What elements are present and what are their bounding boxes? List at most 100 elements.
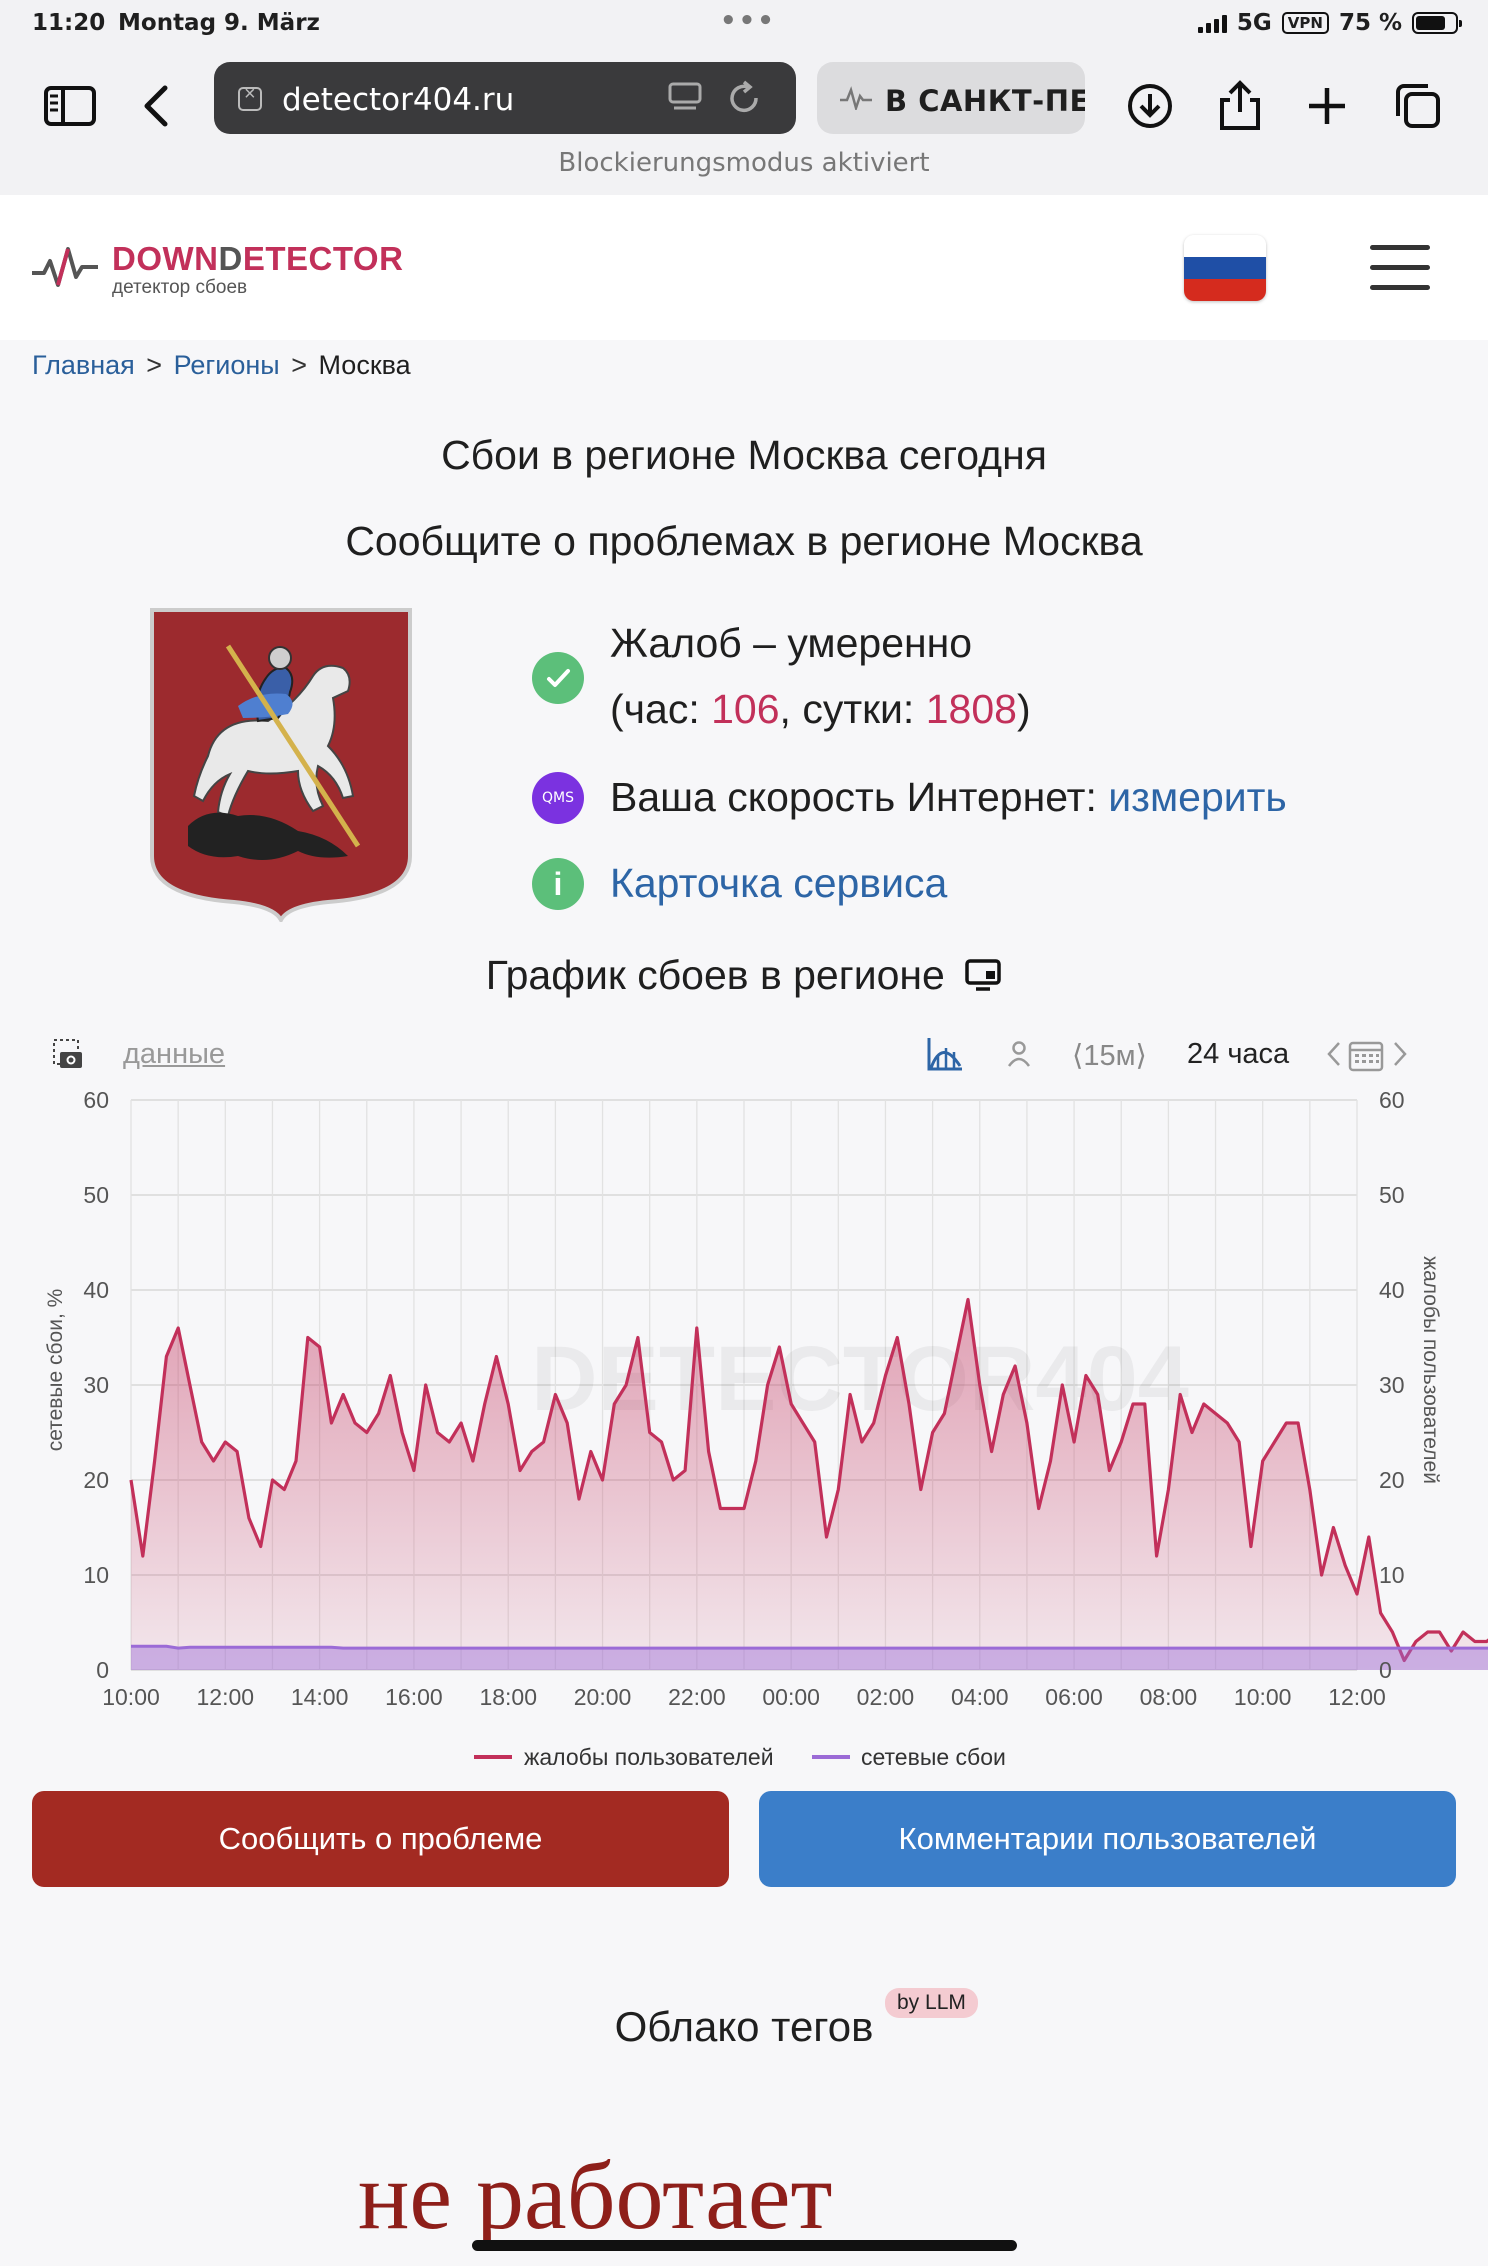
checkmark-icon [532, 652, 584, 704]
breadcrumb-separator: > [146, 350, 163, 380]
share-icon[interactable] [1210, 76, 1270, 136]
x-tick-label: 12:00 [197, 1684, 255, 1710]
y-tick-left: 50 [83, 1182, 109, 1208]
data-link[interactable]: данные [123, 1038, 226, 1070]
reload-icon[interactable] [726, 80, 762, 121]
interval-selector[interactable]: ⟨15м⟩ [1072, 1040, 1147, 1072]
moscow-coat-of-arms-icon [148, 606, 414, 925]
legend-complaints-label[interactable]: жалобы пользователей [524, 1744, 774, 1770]
x-tick-label: 16:00 [385, 1684, 443, 1710]
y-tick-right: 30 [1379, 1372, 1405, 1398]
info-icon: i [532, 858, 584, 910]
status-date: Montag 9. März [118, 10, 320, 36]
breadcrumb: Главная > Регионы > Москва [32, 350, 411, 381]
legend-network-label[interactable]: сетевые сбои [861, 1744, 1006, 1770]
x-tick-label: 06:00 [1045, 1684, 1103, 1710]
vpn-badge: VPN [1281, 12, 1329, 34]
multitasking-dots-icon[interactable]: ••• [720, 6, 776, 36]
logo-d: D [218, 240, 243, 277]
y-axis-left-label: сетевые сбои, % [44, 1289, 67, 1452]
y-tick-right: 20 [1379, 1467, 1405, 1493]
tag-cloud-title: Облако тегов [614, 2003, 874, 2050]
status-bar: 11:20 Montag 9. März ••• 5G VPN 75 % [0, 0, 1488, 50]
chart-type-icon[interactable] [926, 1036, 964, 1080]
plus-icon[interactable] [1297, 76, 1357, 136]
breadcrumb-regions[interactable]: Регионы [173, 350, 280, 380]
y-tick-right: 40 [1379, 1277, 1405, 1303]
download-icon[interactable] [1120, 76, 1180, 136]
service-card-link[interactable]: Карточка сервиса [610, 860, 948, 906]
day-label: , сутки: [779, 686, 926, 732]
close-paren: ) [1016, 686, 1031, 732]
y-tick-right: 60 [1379, 1087, 1405, 1113]
breadcrumb-current: Москва [318, 350, 411, 380]
complaints-area [131, 1299, 1488, 1670]
calendar-icon[interactable] [1348, 1038, 1384, 1080]
breadcrumb-home[interactable]: Главная [32, 350, 135, 380]
flag-stripe-white [1184, 235, 1266, 257]
y-tick-left: 40 [83, 1277, 109, 1303]
logo-title[interactable]: DOWNDETECTOR [112, 240, 403, 278]
chart-title: График сбоев в регионе [0, 952, 1488, 1002]
sidebar-icon[interactable] [40, 76, 100, 136]
x-tick-label: 10:00 [1234, 1684, 1292, 1710]
next-period-icon[interactable] [1392, 1040, 1408, 1076]
x-tick-label: 18:00 [479, 1684, 537, 1710]
status-time: 11:20 [32, 10, 106, 36]
russia-flag-icon[interactable] [1184, 235, 1266, 301]
report-problem-button[interactable]: Сообщить о проблеме [32, 1791, 729, 1887]
tab-favicon-icon [839, 86, 873, 115]
y-tick-right: 0 [1379, 1657, 1392, 1683]
user-comments-button[interactable]: Комментарии пользователей [759, 1791, 1456, 1887]
complaints-line [129, 1297, 1488, 1663]
battery-fill [1416, 16, 1445, 30]
day-value: 1808 [925, 686, 1017, 732]
logo-subtitle: детектор сбоев [112, 277, 248, 298]
speed-measure-link[interactable]: измерить [1108, 774, 1287, 820]
tag-cloud-word[interactable]: не работает [358, 2142, 833, 2249]
x-tick-label: 14:00 [291, 1684, 349, 1710]
y-tick-left: 20 [83, 1467, 109, 1493]
chart-title-text: График сбоев в регионе [485, 952, 945, 998]
monitor-icon[interactable] [964, 955, 1002, 1002]
back-icon[interactable] [126, 76, 186, 136]
speed-label: Ваша скорость Интернет: [610, 774, 1109, 820]
blocking-mode-notice: Blockierungsmodus aktiviert [558, 148, 930, 178]
speed-row: Ваша скорость Интернет: измерить [610, 774, 1287, 821]
y-tick-left: 60 [83, 1087, 109, 1113]
logo-pulse-icon[interactable] [30, 245, 100, 294]
y-ticks-left: 0 10 20 30 40 50 60 [83, 1087, 109, 1683]
x-tick-label: 04:00 [951, 1684, 1009, 1710]
network-outages-area [131, 1646, 1488, 1670]
prev-period-icon[interactable] [1326, 1040, 1342, 1076]
site-header: DOWNDETECTOR детектор сбоев [0, 195, 1488, 340]
x-tick-label: 22:00 [668, 1684, 726, 1710]
range-selector[interactable]: 24 часа [1187, 1038, 1290, 1070]
y-tick-left: 10 [83, 1562, 109, 1588]
flag-stripe-red [1184, 279, 1266, 301]
menu-icon[interactable] [1370, 245, 1430, 291]
y-ticks-right: 0 10 20 30 40 50 60 [1379, 1087, 1405, 1683]
tab-second[interactable]: В САНКТ-ПЕТ [817, 62, 1085, 134]
home-indicator[interactable] [472, 2240, 1017, 2251]
battery-icon [1412, 12, 1462, 34]
tabs-icon[interactable] [1388, 76, 1448, 136]
address-bar[interactable]: detector404.ru [214, 62, 796, 134]
y-tick-right: 50 [1379, 1182, 1405, 1208]
x-tick-label: 10:00 [102, 1684, 160, 1710]
camera-icon[interactable] [52, 1038, 86, 1080]
complaints-counts: (час: 106, сутки: 1808) [610, 686, 1031, 733]
y-axis-right-label: жалобы пользователей [1419, 1256, 1442, 1484]
cellular-signal-icon [1197, 13, 1227, 33]
page-subtitle: Сообщите о проблемах в регионе Москва [345, 518, 1143, 564]
x-tick-label: 08:00 [1140, 1684, 1198, 1710]
user-icon[interactable] [1006, 1040, 1032, 1076]
chart-legend: жалобы пользователей сетевые сбои [474, 1744, 1006, 1770]
url-text: detector404.ru [282, 82, 515, 118]
hour-label: (час: [610, 686, 712, 732]
tab-second-title: В САНКТ-ПЕТ [885, 84, 1085, 118]
reader-icon[interactable] [668, 82, 702, 119]
logo-etector: ETECTOR [242, 240, 404, 277]
x-ticks: 10:00 12:00 14:00 16:00 18:00 20:00 22:00 00:00… [102, 1684, 1386, 1710]
